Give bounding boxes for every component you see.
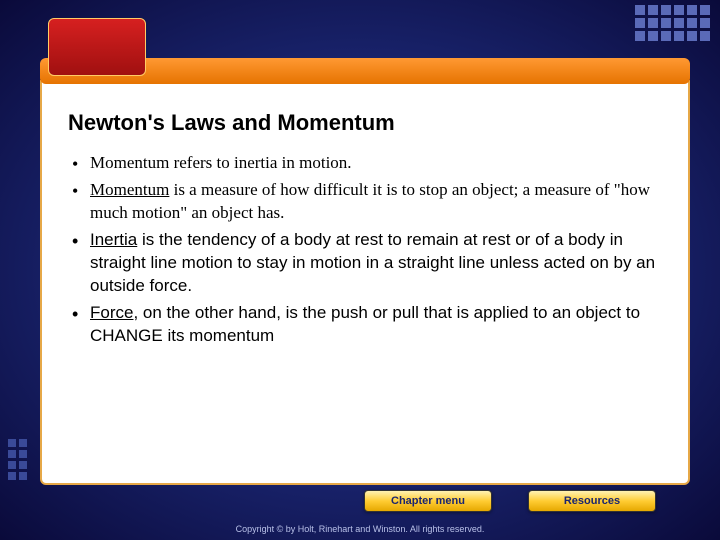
bullet-text: is the tendency of a body at rest to rem… bbox=[90, 230, 655, 295]
bullet-list: Momentum refers to inertia in motion. Mom… bbox=[68, 152, 662, 348]
chapter-tab bbox=[48, 18, 146, 76]
copyright-text: Copyright © by Holt, Rinehart and Winsto… bbox=[0, 524, 720, 534]
resources-button[interactable]: Resources bbox=[528, 490, 656, 512]
content-panel: Newton's Laws and Momentum Momentum refe… bbox=[40, 80, 690, 485]
term: Momentum bbox=[90, 180, 169, 199]
bullet-text: is a measure of how difficult it is to s… bbox=[90, 180, 650, 222]
bullet-item: Force, on the other hand, is the push or… bbox=[68, 302, 662, 348]
term: Force bbox=[90, 303, 133, 322]
decoration-grid-top-right bbox=[635, 5, 710, 41]
bullet-item: Momentum refers to inertia in motion. bbox=[68, 152, 662, 175]
chapter-menu-button[interactable]: Chapter menu bbox=[364, 490, 492, 512]
term: Inertia bbox=[90, 230, 137, 249]
bullet-item: Inertia is the tendency of a body at res… bbox=[68, 229, 662, 298]
bullet-text: Momentum refers to inertia in motion. bbox=[90, 153, 352, 172]
bullet-text: , on the other hand, is the push or pull… bbox=[90, 303, 640, 345]
decoration-grid-bottom-left bbox=[8, 439, 27, 480]
slide-title: Newton's Laws and Momentum bbox=[68, 110, 662, 136]
bullet-item: Momentum is a measure of how difficult i… bbox=[68, 179, 662, 225]
